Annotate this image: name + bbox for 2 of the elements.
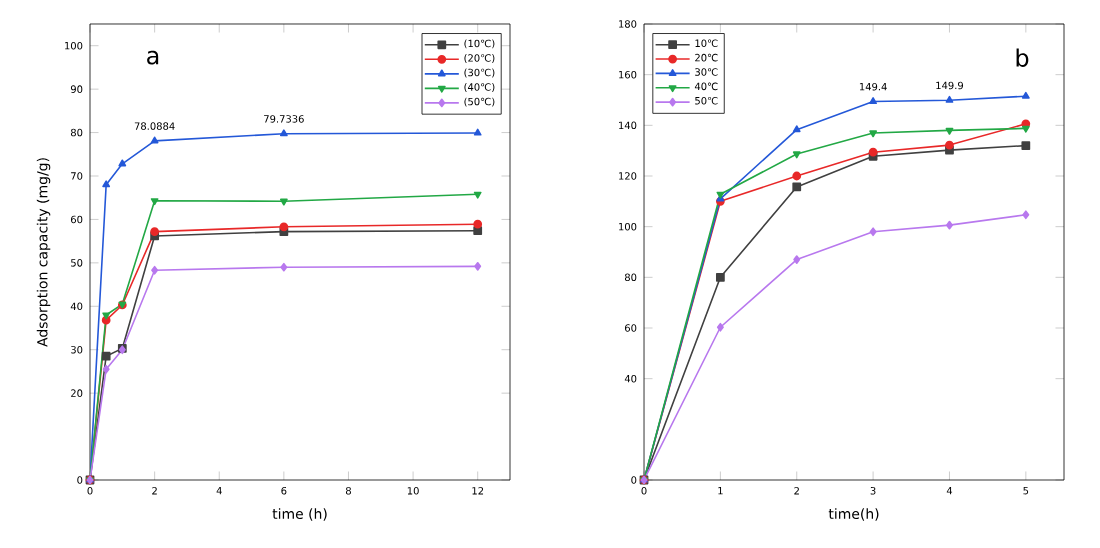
text: b xyxy=(1016,48,1029,67)
text: a xyxy=(147,50,159,65)
